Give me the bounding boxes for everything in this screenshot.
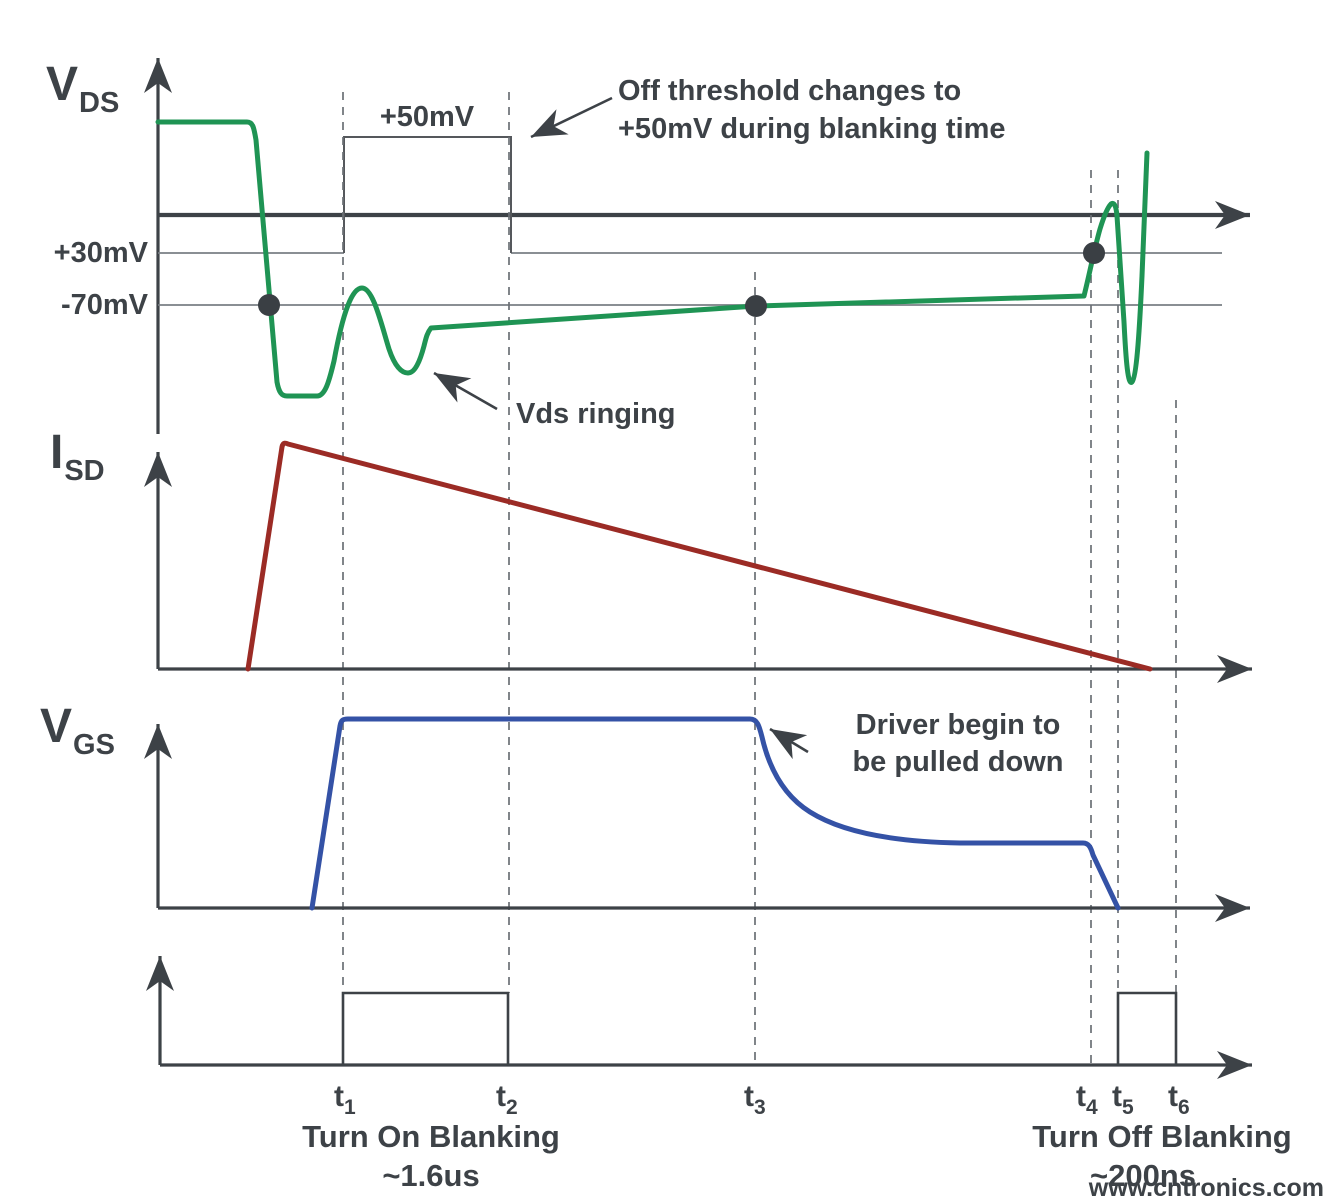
threshold-50mv-box [343, 136, 512, 253]
off-threshold-annotation-line1: Off threshold changes to [618, 75, 961, 107]
t4-sub: 4 [1086, 1096, 1098, 1119]
t3-sub: 3 [754, 1096, 766, 1119]
isd-axis-label: ISD [50, 426, 105, 487]
t2-main: t [496, 1080, 506, 1113]
time-marker-t4: t4 [1076, 1080, 1098, 1119]
watermark: www.cntronics.com [1088, 1174, 1324, 1200]
t2-sub: 2 [506, 1096, 518, 1119]
vds-waveform [155, 119, 1150, 399]
turn-off-blanking-pulse [1116, 991, 1178, 1065]
plus50-label: +50mV [380, 101, 475, 133]
vds-axis-label: VDS [46, 58, 119, 119]
t5-sub: 5 [1122, 1096, 1134, 1119]
isd-label-main: I [50, 426, 63, 479]
vds-label-main: V [46, 58, 78, 111]
t5-main: t [1112, 1080, 1122, 1113]
vgs-label-main: V [40, 700, 72, 753]
time-marker-t1: t1 [334, 1080, 356, 1119]
vgs-waveform [309, 716, 1121, 911]
turn-on-blanking-duration: ~1.6us [382, 1158, 479, 1193]
turn-on-blanking-label: Turn On Blanking [302, 1119, 560, 1154]
time-marker-t3: t3 [744, 1080, 766, 1119]
time-marker-t6: t6 [1168, 1080, 1190, 1119]
vgs-axis-label: VGS [40, 700, 115, 761]
vds-ringing-arrow [433, 371, 498, 411]
driver-annotation-line1: Driver begin to [856, 709, 1061, 741]
off-threshold-annotation-line2: +50mV during blanking time [618, 113, 1006, 145]
sample-dot-turn-off [1083, 242, 1105, 264]
plus30-label: +30mV [54, 237, 149, 269]
turn-on-blanking-pulse [341, 991, 510, 1065]
off-threshold-arrow [530, 96, 613, 139]
minus70-label: -70mV [61, 289, 149, 321]
driver-annotation-line2: be pulled down [852, 746, 1063, 778]
isd-waveform [245, 440, 1153, 672]
t4-main: t [1076, 1080, 1086, 1113]
vds-ringing-annotation: Vds ringing [516, 398, 676, 430]
vgs-label-sub: GS [73, 729, 115, 761]
turn-off-blanking-label: Turn Off Blanking [1032, 1119, 1291, 1154]
time-marker-t5: t5 [1112, 1080, 1134, 1119]
t1-sub: 1 [344, 1096, 356, 1119]
t1-main: t [334, 1080, 344, 1113]
turn-off-blanking-duration: ~200ns [1090, 1158, 1196, 1193]
sample-dot-turn-on [258, 294, 280, 316]
vds-label-sub: DS [79, 87, 119, 119]
time-marker-t2: t2 [496, 1080, 518, 1119]
isd-label-sub: SD [64, 455, 104, 487]
driver-arrow [769, 727, 809, 760]
t3-main: t [744, 1080, 754, 1113]
t6-main: t [1168, 1080, 1178, 1113]
t6-sub: 6 [1178, 1096, 1190, 1119]
sample-dot-conduction [745, 295, 767, 317]
